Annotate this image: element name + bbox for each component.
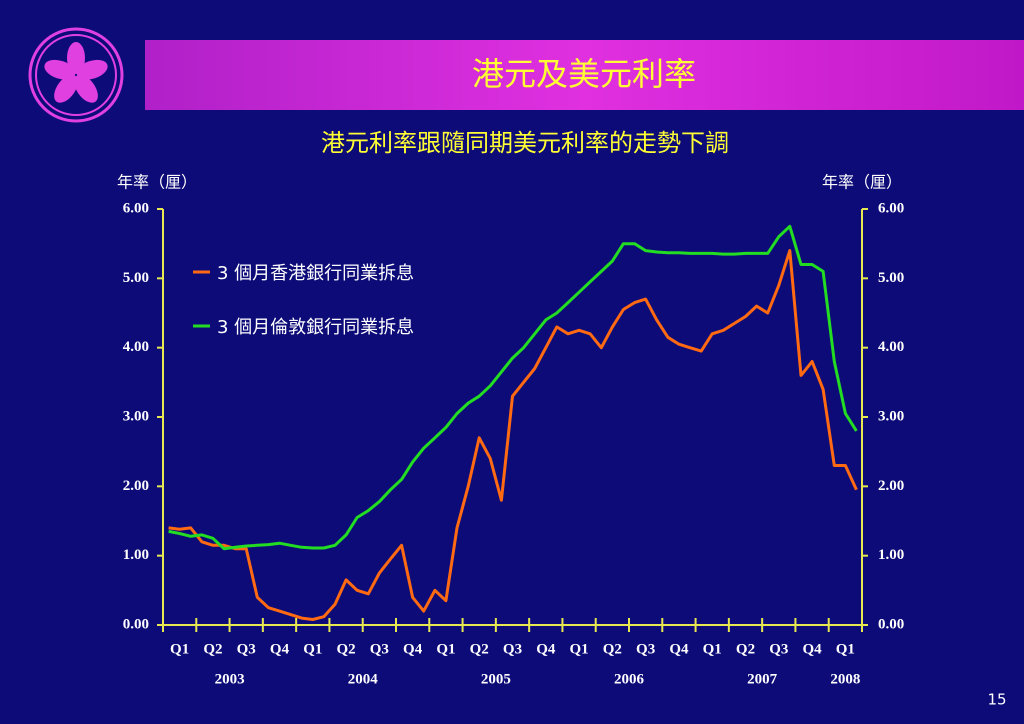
quarter-label: Q2 bbox=[603, 641, 622, 657]
legend-label: 3 個月倫敦銀行同業拆息 bbox=[217, 317, 414, 338]
y2-tick-label: 1.00 bbox=[878, 547, 904, 563]
y2-tick-label: 0.00 bbox=[878, 616, 904, 632]
quarter-label: Q3 bbox=[370, 641, 389, 657]
quarter-label: Q2 bbox=[736, 641, 755, 657]
quarter-label: Q1 bbox=[703, 641, 722, 657]
year-label: 2004 bbox=[348, 671, 379, 687]
quarter-label: Q4 bbox=[403, 641, 423, 657]
y-tick-label: 1.00 bbox=[123, 547, 149, 563]
y2-tick-label: 4.00 bbox=[878, 339, 904, 355]
year-label: 2006 bbox=[614, 671, 645, 687]
quarter-label: Q1 bbox=[836, 641, 855, 657]
page-number: 15 bbox=[987, 691, 1006, 709]
subtitle: 港元利率跟隨同期美元利率的走勢下調 bbox=[321, 129, 729, 157]
quarter-label: Q1 bbox=[303, 641, 322, 657]
quarter-label: Q4 bbox=[270, 641, 290, 657]
quarter-label: Q1 bbox=[436, 641, 455, 657]
year-label: 2003 bbox=[215, 671, 245, 687]
year-label: 2008 bbox=[830, 671, 860, 687]
quarter-label: Q1 bbox=[569, 641, 588, 657]
logo bbox=[28, 27, 124, 123]
year-label: 2005 bbox=[481, 671, 511, 687]
quarter-label: Q2 bbox=[203, 641, 222, 657]
y-tick-label: 3.00 bbox=[123, 408, 149, 424]
line bbox=[168, 224, 858, 551]
y-tick-label: 5.00 bbox=[123, 270, 149, 286]
quarter-label: Q3 bbox=[769, 641, 788, 657]
quarter-label: Q2 bbox=[336, 641, 355, 657]
y2-tick-label: 3.00 bbox=[878, 408, 904, 424]
line bbox=[168, 249, 858, 621]
y2-axis-label: 年率（厘） bbox=[822, 173, 902, 192]
quarter-label: Q3 bbox=[636, 641, 655, 657]
y2-tick-label: 5.00 bbox=[878, 270, 904, 286]
quarter-label: Q4 bbox=[802, 641, 822, 657]
y-tick-label: 2.00 bbox=[123, 478, 149, 494]
year-label: 2007 bbox=[747, 671, 778, 687]
y2-tick-label: 6.00 bbox=[878, 200, 904, 216]
title: 港元及美元利率 bbox=[472, 55, 696, 93]
y2-tick-label: 2.00 bbox=[878, 478, 904, 494]
quarter-label: Q2 bbox=[470, 641, 489, 657]
y-tick-label: 6.00 bbox=[123, 200, 149, 216]
title-bar bbox=[145, 40, 1024, 110]
quarter-label: Q1 bbox=[170, 641, 189, 657]
y-axis-label: 年率（厘） bbox=[117, 173, 197, 192]
quarter-label: Q4 bbox=[536, 641, 556, 657]
y-tick-label: 4.00 bbox=[123, 339, 149, 355]
quarter-label: Q4 bbox=[669, 641, 689, 657]
y-tick-label: 0.00 bbox=[123, 616, 149, 632]
legend-label: 3 個月香港銀行同業拆息 bbox=[217, 263, 414, 284]
quarter-label: Q3 bbox=[503, 641, 522, 657]
quarter-label: Q3 bbox=[237, 641, 256, 657]
